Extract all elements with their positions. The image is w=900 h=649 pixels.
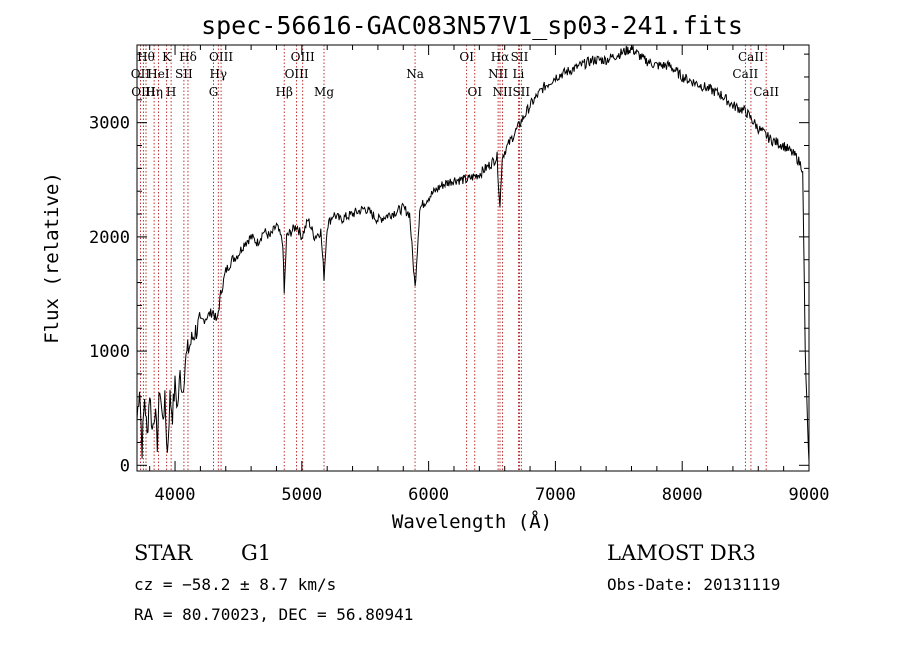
y-tick-label: 3000 (89, 114, 130, 134)
x-axis-label: Wavelength (Å) (392, 510, 552, 533)
spectral-line-label-24: SII (512, 85, 530, 99)
spectral-line-label-21: NII (493, 85, 513, 99)
x-tick-label: 6000 (408, 485, 449, 505)
spectral-line-label-19: NII (488, 67, 508, 81)
redshift-velocity: cz = −58.2 ± 8.7 km/s (134, 575, 336, 594)
spectral-line-label-18: OI (467, 85, 482, 99)
x-tick-label: 7000 (535, 485, 576, 505)
spectral-line-label-13: OIII (285, 67, 309, 81)
spectral-line-label-17: OI (459, 50, 474, 64)
spectral-line-label-27: CaII (753, 85, 779, 99)
spectral-line-label-6: H (166, 85, 176, 99)
spectral-line-label-8: Hδ (179, 50, 197, 64)
flux-series-line (136, 45, 810, 462)
spectral-line-label-7: SII (175, 67, 193, 81)
spectral-line-label-26: CaII (738, 50, 764, 64)
spectral-line-label-20: Hα (491, 50, 510, 64)
spectral-line-label-25: CaII (732, 67, 758, 81)
spectral-line-label-0: OII (131, 67, 151, 81)
spectral-line-label-3: Hη (145, 85, 163, 99)
spectral-line-label-16: Na (406, 67, 424, 81)
spectral-line-label-15: Mg (314, 85, 334, 99)
x-tick-label: 4000 (155, 485, 196, 505)
x-tick-label: 8000 (662, 485, 703, 505)
y-tick-label: 1000 (89, 342, 130, 362)
spectral-line-label-14: OIII (291, 50, 315, 64)
survey-name: LAMOST DR3 (607, 541, 756, 565)
y-tick-label: 2000 (89, 228, 130, 248)
spectral-line-label-23: SII (511, 50, 529, 64)
y-axis-ticks: 0 1000 2000 3000 (89, 53, 809, 476)
spectral-line-labels: OIIOIIIHθHηHeIKHSIIHδGHγOIIIHβOIIIOIIIMg… (131, 50, 780, 99)
spectral-line-label-9: G (209, 85, 219, 99)
plot-frame (136, 44, 810, 472)
x-axis-ticks: 4000 5000 6000 7000 8000 9000 (149, 45, 830, 505)
spectral-line-label-5: K (162, 50, 172, 64)
object-class: STAR (134, 541, 193, 565)
y-tick-label: 0 (120, 456, 130, 476)
object-subclass: G1 (241, 541, 271, 565)
y-axis-label: Flux (relative) (41, 172, 63, 344)
observation-date: Obs-Date: 20131119 (607, 575, 780, 594)
spectral-line-label-10: Hγ (209, 67, 227, 81)
spectral-line-label-11: OIII (209, 50, 233, 64)
spectral-line-label-12: Hβ (276, 85, 293, 99)
spectral-line-label-22: Li (512, 67, 524, 81)
x-tick-label: 5000 (281, 485, 322, 505)
spectral-line-label-4: HeI (147, 67, 170, 81)
x-tick-label: 9000 (789, 485, 830, 505)
spectral-line-label-2: Hθ (137, 50, 155, 64)
chart-title: spec-56616-GAC083N57V1_sp03-241.fits (201, 11, 743, 40)
coordinates: RA = 80.70023, DEC = 56.80941 (134, 605, 413, 624)
